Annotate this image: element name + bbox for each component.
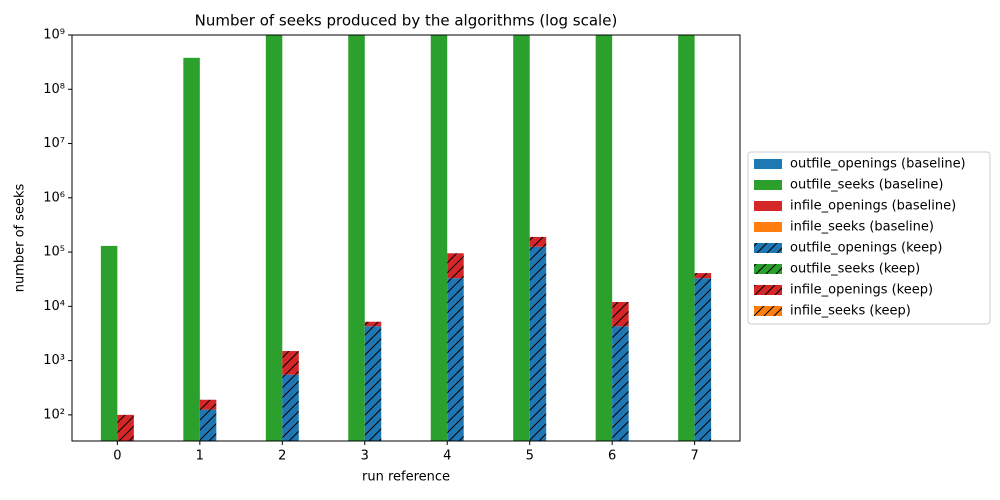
legend-swatch [754,264,782,274]
y-tick-label: 10³ [43,353,65,368]
legend-swatch [754,306,782,316]
x-axis-label: run reference [362,470,450,485]
legend-swatch [754,201,782,211]
bar-segment [430,35,448,441]
chart-title: Number of seeks produced by the algorith… [195,12,618,30]
bar-segment [199,409,217,441]
plot-frame [71,34,741,442]
bar-segment [183,57,200,441]
legend-box [747,151,991,325]
x-tick-label: 5 [526,449,534,464]
bar-segment [282,374,299,441]
bar-segment [513,35,530,441]
y-tick-label: 10⁶ [43,190,65,205]
bar-segment [678,35,695,441]
x-tick-label: 2 [278,449,286,464]
legend-swatch [754,285,782,295]
legend-swatch [754,243,782,253]
bar-segment [117,414,134,441]
bar-segment [282,351,299,375]
bar-segment [348,35,365,441]
y-tick-label: 10⁵ [43,245,65,260]
bar-segment [265,35,283,441]
bar-segment [199,399,217,410]
legend-label: infile_seeks (keep) [790,304,911,319]
y-tick-label: 10⁷ [43,136,65,151]
legend-swatch [754,222,782,232]
legend-swatch [754,159,782,169]
y-tick-label: 10⁸ [43,82,65,97]
legend-label: infile_openings (keep) [790,283,933,298]
plot-area [100,35,712,441]
legend-label: infile_seeks (baseline) [790,220,934,235]
x-tick-label: 0 [113,449,121,464]
bar-segment [447,278,464,441]
legend-swatch [754,180,782,190]
bar-segment [100,245,118,441]
y-tick-label: 10⁴ [43,299,65,314]
y-tick-label: 10⁹ [43,28,65,43]
x-tick-label: 6 [608,449,616,464]
legend-label: outfile_openings (keep) [790,241,943,256]
x-tick-label: 4 [443,449,451,464]
bar-segment [694,273,712,279]
y-axis-label: number of seeks [13,183,28,292]
bar-segment [694,278,712,441]
x-tick-label: 1 [196,449,204,464]
x-tick-label: 7 [691,449,699,464]
legend-label: outfile_seeks (baseline) [790,178,943,193]
bar-segment [529,236,547,247]
bar-segment [364,326,382,441]
bar-segment [612,326,629,441]
legend-label: infile_openings (baseline) [790,199,956,214]
bar-segment [612,302,629,327]
legend-label: outfile_seeks (keep) [790,262,920,277]
x-tick-label: 3 [361,449,369,464]
bar-segment [364,321,382,327]
y-tick-label: 10² [43,407,65,422]
bar-segment [529,246,547,441]
legend-label: outfile_openings (baseline) [790,157,966,172]
bar-segment [595,35,613,441]
bar-segment [447,253,464,279]
